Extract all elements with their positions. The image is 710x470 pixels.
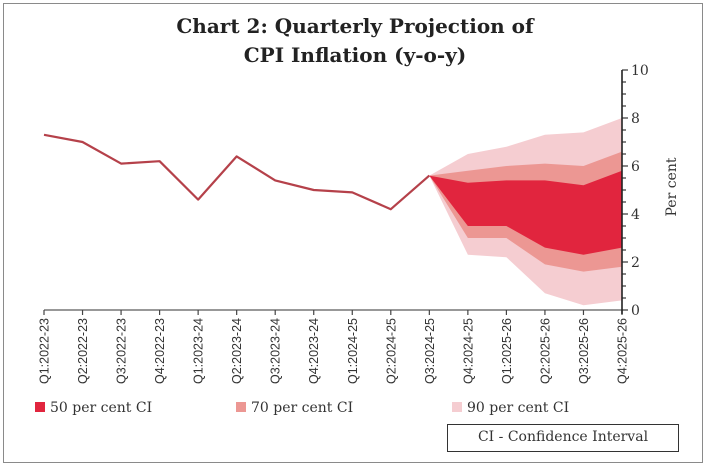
chart-title: Chart 2: Quarterly Projection of CPI Inf… bbox=[0, 12, 710, 70]
y-axis-label: Per cent bbox=[664, 157, 680, 216]
x-tick-label: Q3:2025-26 bbox=[577, 318, 591, 384]
y-tick-label: 8 bbox=[631, 111, 640, 127]
x-tick-label: Q2:2022-23 bbox=[76, 318, 90, 384]
x-tick-label: Q3:2022-23 bbox=[115, 318, 129, 384]
fan-bands bbox=[429, 118, 622, 306]
legend-label: 50 per cent CI bbox=[50, 400, 152, 416]
chart-title-line1: Chart 2: Quarterly Projection of bbox=[176, 14, 534, 38]
x-axis: Q1:2022-23 Q2:2022-23 Q3:2022-23 Q4:2022-23… bbox=[38, 309, 630, 384]
x-tick-label: Q1:2024-25 bbox=[346, 318, 360, 384]
legend-label: 90 per cent CI bbox=[467, 400, 569, 416]
x-tick-label: Q1:2022-23 bbox=[38, 318, 52, 384]
legend: 50 per cent CI 70 per cent CI 90 per cent … bbox=[35, 400, 569, 416]
x-tick-label: Q1:2023-24 bbox=[192, 318, 206, 384]
y-tick-label: 10 bbox=[631, 63, 649, 79]
x-tick-label: Q2:2024-25 bbox=[384, 318, 398, 384]
x-tick-label: Q4:2022-23 bbox=[153, 318, 167, 384]
x-tick-label: Q4:2023-24 bbox=[307, 318, 321, 384]
x-tick-label: Q2:2025-26 bbox=[538, 318, 552, 384]
series-lines bbox=[43, 133, 431, 211]
x-tick-label: Q2:2023-24 bbox=[230, 318, 244, 384]
legend-swatch bbox=[35, 402, 45, 412]
y-tick-label: 2 bbox=[631, 255, 640, 271]
y-tick-label: 0 bbox=[631, 303, 640, 319]
legend-swatch bbox=[452, 402, 462, 412]
chart-title-line2: CPI Inflation (y-o-y) bbox=[243, 43, 467, 67]
x-tick-label: Q1:2025-26 bbox=[500, 318, 514, 384]
x-tick-label: Q4:2025-26 bbox=[616, 318, 630, 384]
fan-band-50-ci bbox=[429, 170, 622, 255]
legend-label: 70 per cent CI bbox=[251, 400, 353, 416]
ci-note-box: CI - Confidence Interval bbox=[447, 424, 679, 452]
cpi-inflation-line bbox=[43, 133, 431, 211]
y-tick-label: 6 bbox=[631, 159, 640, 175]
x-tick-label: Q3:2024-25 bbox=[423, 318, 437, 384]
x-tick-label: Q3:2023-24 bbox=[269, 318, 283, 384]
x-tick-label: Q4:2024-25 bbox=[461, 318, 475, 384]
legend-swatch bbox=[236, 402, 246, 412]
y-axis: 0 2 4 6 8 10 bbox=[621, 63, 649, 319]
y-tick-label: 4 bbox=[631, 207, 640, 223]
